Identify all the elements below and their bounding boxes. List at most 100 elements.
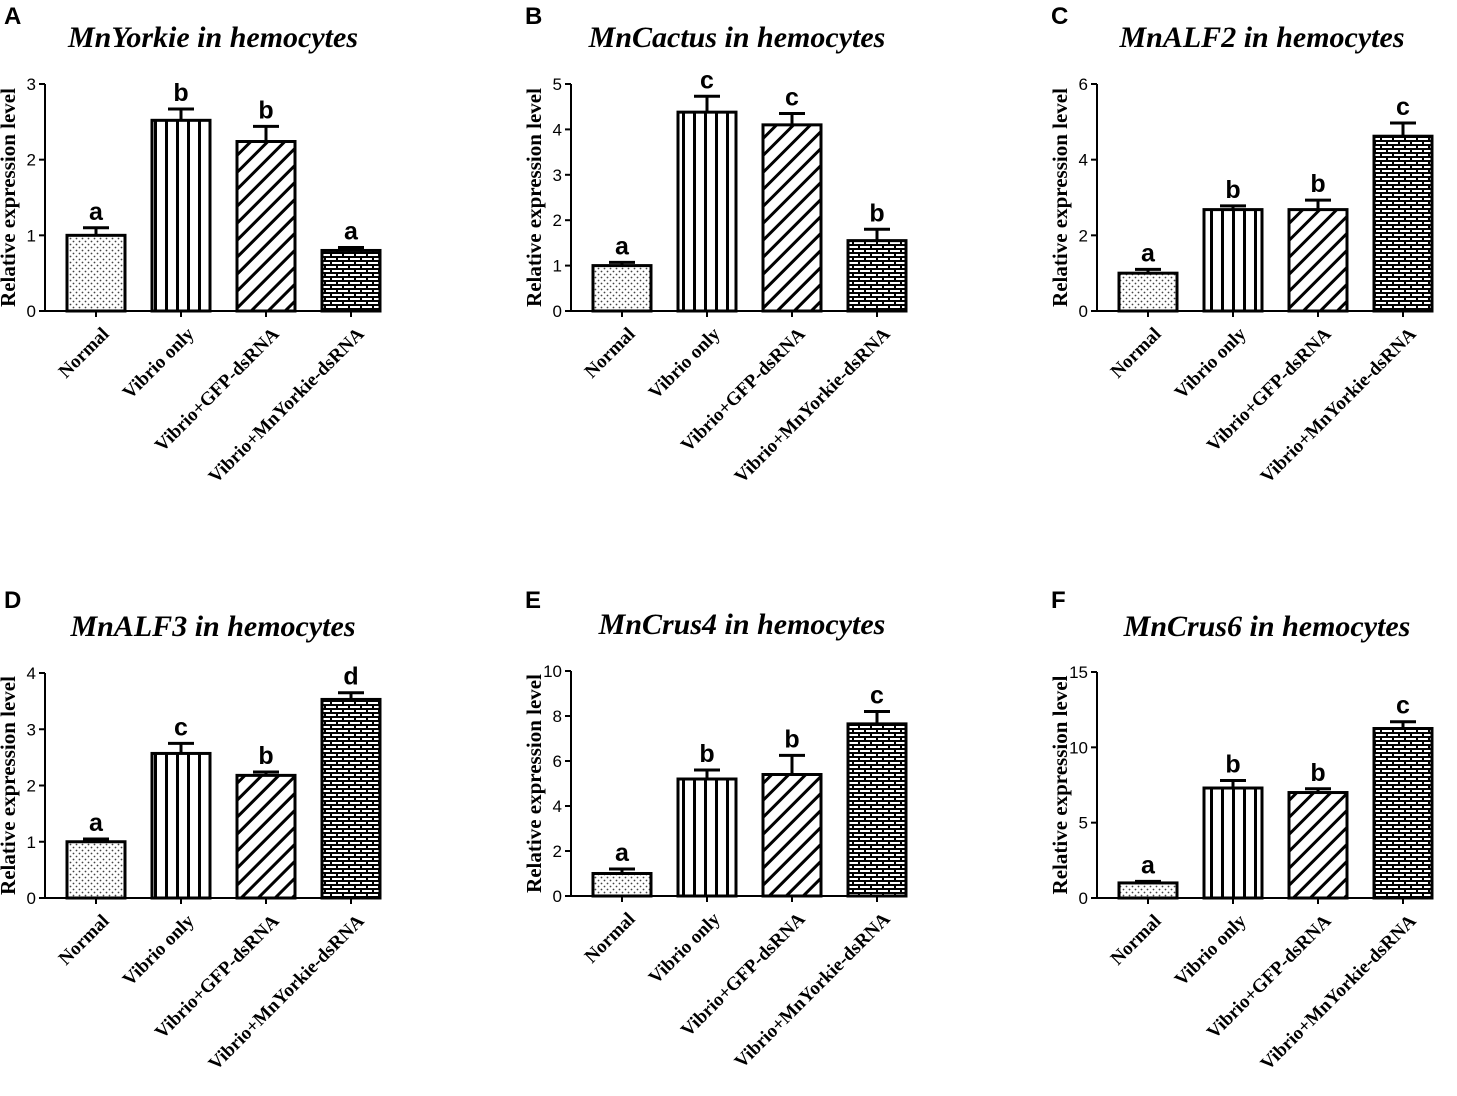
- y-tick-label: 0: [1079, 302, 1088, 321]
- y-tick-label: 2: [553, 842, 562, 861]
- chart-panel-b: B MnCactus in hemocytes Relative expressio…: [522, 3, 908, 488]
- chart-title: MnYorkie in hemocytes: [67, 21, 358, 54]
- significance-label: d: [343, 663, 358, 691]
- chart-title: MnCrus4 in hemocytes: [598, 608, 886, 641]
- category-label: Normal: [55, 324, 114, 383]
- significance-label: b: [1310, 170, 1325, 198]
- y-axis-label: Relative expression level: [1048, 88, 1072, 307]
- y-tick-label: 4: [1079, 151, 1088, 170]
- bar-1: [1117, 881, 1179, 900]
- significance-label: b: [173, 79, 188, 107]
- bar-2: [150, 751, 212, 900]
- category-label: Normal: [581, 324, 640, 383]
- category-label: Normal: [1107, 324, 1166, 383]
- category-label: Vibrio only: [1171, 323, 1251, 403]
- significance-label: b: [258, 742, 273, 770]
- significance-label: a: [615, 839, 630, 867]
- significance-label: b: [258, 96, 273, 124]
- bar-4: [320, 697, 382, 900]
- y-tick-label: 10: [543, 662, 562, 681]
- category-label: Vibrio+MnYorkie-dsRNA: [1257, 323, 1421, 487]
- bar-3: [1287, 208, 1349, 313]
- y-axis-label: Relative expression level: [522, 88, 546, 307]
- y-tick-label: 4: [553, 120, 562, 139]
- bar-3: [761, 773, 823, 898]
- y-axis-label: Relative expression level: [0, 676, 20, 895]
- bar-4: [1372, 134, 1434, 313]
- significance-label: b: [1310, 759, 1325, 787]
- bar-4: [1372, 727, 1434, 900]
- significance-label: a: [1141, 851, 1156, 879]
- y-tick-label: 5: [553, 75, 562, 94]
- y-tick-label: 3: [27, 720, 36, 739]
- panel-letter: E: [525, 587, 541, 614]
- significance-label: b: [784, 725, 799, 753]
- category-label: Vibrio only: [119, 323, 199, 403]
- bar-2: [676, 110, 738, 313]
- y-tick-label: 1: [553, 257, 562, 276]
- category-label: Normal: [1107, 911, 1166, 970]
- chart-title: MnALF2 in hemocytes: [1118, 21, 1404, 54]
- significance-label: a: [615, 232, 630, 260]
- bar-2: [676, 777, 738, 898]
- significance-label: b: [1225, 750, 1240, 778]
- y-tick-label: 1: [27, 833, 36, 852]
- category-label: Vibrio+MnYorkie-dsRNA: [205, 323, 369, 487]
- bar-1: [1117, 271, 1179, 313]
- significance-label: c: [1396, 93, 1410, 121]
- chart-panel-d: D MnALF3 in hemocytes Relative expression …: [0, 587, 382, 1075]
- y-tick-label: 2: [553, 211, 562, 230]
- significance-label: a: [89, 809, 104, 837]
- y-tick-label: 0: [553, 302, 562, 321]
- panel-letter: F: [1051, 587, 1066, 614]
- bar-3: [1287, 791, 1349, 900]
- y-tick-label: 2: [1079, 226, 1088, 245]
- bar-4: [846, 239, 908, 313]
- y-tick-label: 3: [553, 166, 562, 185]
- category-label: Normal: [55, 911, 114, 970]
- category-label: Vibrio+MnYorkie-dsRNA: [1257, 910, 1421, 1074]
- y-axis-label: Relative expression level: [522, 674, 546, 893]
- significance-label: c: [174, 713, 188, 741]
- chart-panel-f: F MnCrus6 in hemocytes Relative expression…: [1048, 587, 1434, 1075]
- significance-label: a: [89, 198, 104, 226]
- y-tick-label: 0: [27, 302, 36, 321]
- y-tick-label: 8: [553, 707, 562, 726]
- category-label: Vibrio+MnYorkie-dsRNA: [205, 910, 369, 1074]
- y-tick-label: 2: [27, 777, 36, 796]
- category-label: Vibrio only: [119, 910, 199, 990]
- significance-label: a: [344, 217, 359, 245]
- panel-letter: B: [525, 3, 542, 30]
- significance-label: c: [700, 66, 714, 94]
- y-tick-label: 3: [27, 75, 36, 94]
- significance-label: c: [1396, 692, 1410, 720]
- y-tick-label: 4: [27, 664, 36, 683]
- bar-1: [591, 264, 653, 313]
- significance-label: c: [785, 84, 799, 112]
- significance-label: b: [1225, 176, 1240, 204]
- bar-2: [150, 118, 212, 313]
- panel-letter: C: [1051, 3, 1068, 30]
- bar-1: [591, 872, 653, 898]
- bar-4: [846, 722, 908, 898]
- y-tick-label: 5: [1079, 814, 1088, 833]
- chart-title: MnCactus in hemocytes: [588, 21, 886, 54]
- category-label: Vibrio only: [645, 908, 725, 988]
- bar-1: [65, 233, 127, 313]
- significance-label: a: [1141, 239, 1156, 267]
- chart-panel-a: A MnYorkie in hemocytes Relative expressio…: [0, 3, 382, 488]
- y-tick-label: 6: [1079, 75, 1088, 94]
- bar-3: [761, 123, 823, 313]
- bar-1: [65, 840, 127, 900]
- category-label: Vibrio only: [1171, 910, 1251, 990]
- y-axis-label: Relative expression level: [1048, 675, 1072, 894]
- y-tick-label: 0: [553, 887, 562, 906]
- y-tick-label: 6: [553, 752, 562, 771]
- bar-3: [235, 773, 297, 900]
- category-label: Vibrio only: [645, 323, 725, 403]
- significance-label: b: [869, 199, 884, 227]
- chart-panel-c: C MnALF2 in hemocytes Relative expression …: [1048, 3, 1434, 488]
- bar-4: [320, 248, 382, 313]
- category-label: Normal: [581, 909, 640, 968]
